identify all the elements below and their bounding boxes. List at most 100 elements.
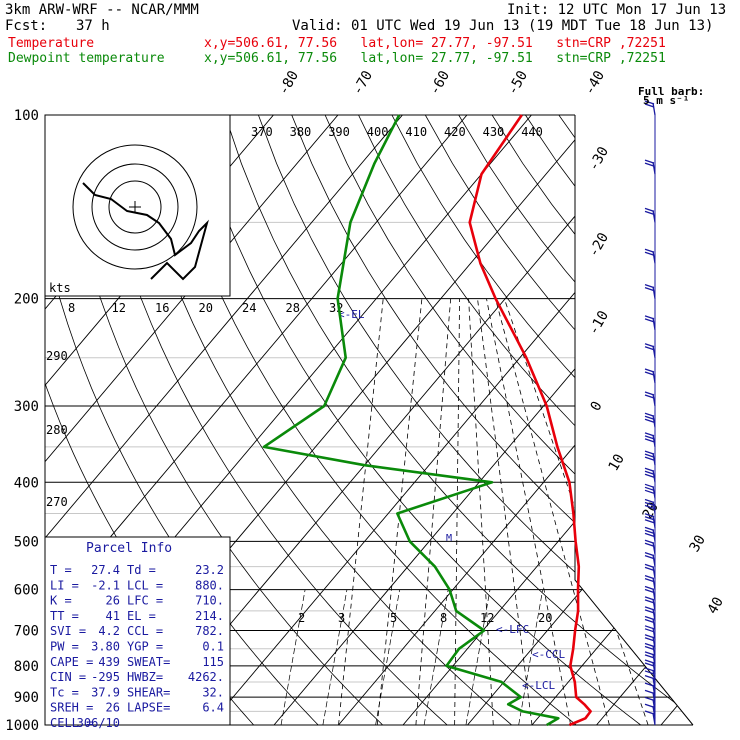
dry-adiabat-line	[91, 115, 448, 725]
wind-barb-flag	[644, 504, 655, 510]
level-marker: <-CCL	[532, 648, 565, 661]
wind-barb-flag	[644, 703, 655, 708]
pressure-label: 900	[14, 690, 39, 706]
theta-e-label: 440	[521, 125, 543, 139]
dry-adiabat-line	[591, 115, 693, 725]
wind-barb-flag	[644, 539, 655, 544]
wind-barb-flag	[644, 453, 655, 458]
wind-barb-flag	[644, 371, 655, 376]
wind-barb-flag	[644, 529, 655, 534]
dry-adiabat-line	[692, 115, 693, 725]
hodograph-ring	[72, 144, 198, 270]
wind-barb-flag	[644, 438, 655, 443]
wind-barb-flag	[644, 483, 655, 488]
wind-barb-flag	[644, 207, 655, 213]
parcel-value: 0.1	[202, 640, 224, 654]
parcel-value: 214.	[195, 609, 224, 623]
wind-barb-flag	[644, 615, 655, 621]
wind-barb-flag	[644, 552, 655, 557]
wind-barb-flag	[644, 689, 655, 694]
moist-adiabat-line	[338, 298, 384, 725]
parcel-value: -295	[91, 670, 120, 684]
wind-barb-flag	[644, 682, 655, 687]
isotherm-label: -60	[427, 68, 454, 98]
parcel-value: 3.80	[91, 640, 120, 654]
wind-barb-flag	[644, 486, 655, 491]
isotherm-line	[467, 115, 693, 725]
wind-barb-flag	[644, 667, 655, 672]
isotherm-label: -40	[582, 68, 609, 98]
wind-barb-flag	[644, 391, 655, 396]
parcel-value: 41	[106, 609, 120, 623]
parcel-key: SVI =	[50, 624, 86, 638]
mixing-ratio-label: 5	[390, 611, 397, 625]
moist-adiabat-line	[495, 298, 610, 725]
barb-key-unit: 5 m s⁻¹	[643, 94, 689, 107]
dry-adiabat-label: 290	[46, 349, 68, 363]
wind-barb-flag	[644, 318, 655, 323]
parcel-value: 4.2	[98, 624, 120, 638]
pressure-label: 700	[14, 624, 39, 640]
parcel-key: CCL =	[127, 624, 163, 638]
wind-barb-flag	[644, 596, 655, 601]
dry-adiabat-line	[658, 115, 693, 725]
wind-barb-flag	[644, 456, 655, 461]
parcel-value: 26	[106, 701, 120, 715]
parcel-key: HWBZ=	[127, 670, 163, 684]
pressure-label: 400	[14, 475, 39, 491]
moist-adiabat-line	[468, 298, 494, 725]
parcel-key: CAPE =	[50, 655, 93, 669]
level-marker: <-LCL	[522, 679, 555, 692]
dewpoint-legend: Dewpoint temperature	[8, 51, 165, 66]
theta-e-label: 390	[328, 125, 350, 139]
wind-barb-flag	[644, 343, 655, 348]
parcel-value: 306/10	[77, 716, 120, 730]
theta-e-label: 420	[444, 125, 466, 139]
parcel-key: SREH =	[50, 701, 93, 715]
parcel-value: 37.9	[91, 685, 120, 699]
isotherm-label: -50	[505, 68, 532, 98]
wind-barb-flag	[644, 651, 655, 656]
parcel-value: 32.	[202, 685, 224, 699]
isotherm-line	[45, 115, 403, 725]
dry-adiabat-line	[491, 115, 693, 725]
hodograph-trace	[82, 182, 209, 281]
parcel-value: 6.4	[202, 701, 224, 715]
wind-barb-flag	[644, 555, 655, 560]
theta-e-label: 400	[367, 125, 389, 139]
hodograph: kts 8 12 16 20 24 28 32	[44, 114, 343, 315]
parcel-title: Parcel Info	[86, 541, 172, 556]
parcel-value: 782.	[195, 624, 224, 638]
barb-key-label: Full barb:	[638, 85, 704, 98]
mixing-ratio-line	[280, 589, 306, 725]
wind-barb-flag	[644, 435, 655, 440]
theta-e-label: 430	[483, 125, 505, 139]
parcel-value: 23.2	[195, 563, 224, 577]
isotherm-label: -10	[586, 308, 613, 338]
wind-barbs: Full barb:5 m s⁻¹	[638, 85, 704, 726]
hodograph-speed-label: 8	[68, 301, 75, 315]
wind-barb-flag	[644, 470, 655, 475]
hodograph-kts-label: kts	[49, 281, 71, 295]
dry-adiabat-line	[324, 115, 693, 725]
wind-barb-flag	[644, 628, 655, 633]
hodograph-speed-label: 32	[329, 301, 343, 315]
isotherm-line	[45, 115, 339, 725]
parcel-key: SHEAR=	[127, 685, 170, 699]
parcel-key: EL =	[127, 609, 156, 623]
wind-barb-flag	[644, 625, 655, 630]
wind-barb-flag	[644, 473, 655, 478]
forecast-hour: 37 h	[76, 18, 110, 34]
mixing-ratio-label: 3	[338, 611, 345, 625]
parcel-key: SWEAT=	[127, 655, 170, 669]
hodograph-ring	[108, 180, 162, 234]
parcel-value: 439	[98, 655, 120, 669]
parcel-key: LCL =	[127, 578, 163, 592]
wind-barb-flag	[644, 566, 655, 572]
parcel-key: CIN =	[50, 670, 86, 684]
parcel-value: 880.	[195, 578, 224, 592]
wind-barb-flag	[644, 394, 655, 399]
moist-adiabat-line	[477, 298, 533, 725]
dry-adiabat-line	[157, 115, 577, 725]
dry-adiabat-line	[558, 115, 693, 725]
